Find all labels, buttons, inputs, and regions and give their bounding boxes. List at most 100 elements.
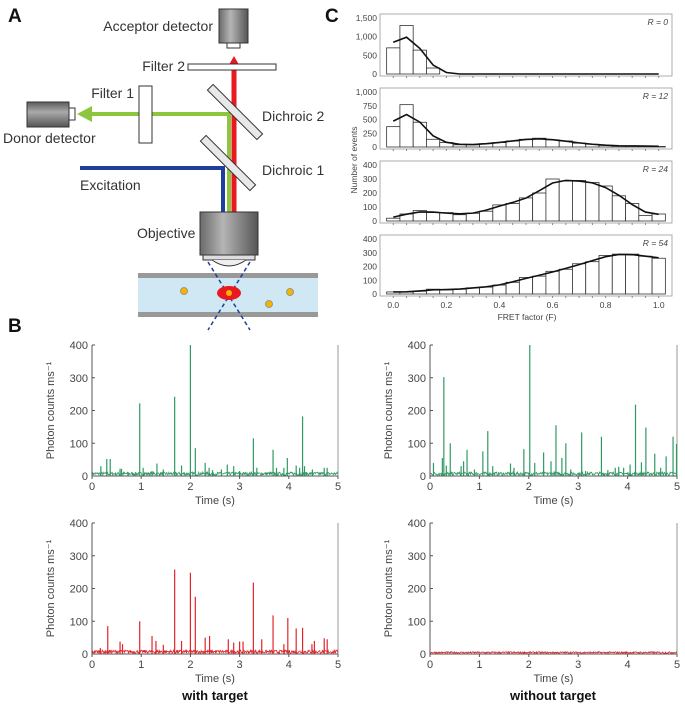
histogram-x-label: FRET factor (F)	[498, 312, 557, 322]
x-tick-label: 0.6	[547, 300, 559, 310]
x-tick-label: 1	[476, 481, 482, 493]
y-axis-label: Photon counts ms⁻¹	[45, 361, 57, 459]
histogram-bar	[611, 195, 626, 222]
x-tick-label: 3	[575, 481, 581, 493]
fret-histograms: Number of events FRET factor (F) 0 500 1,0…	[349, 13, 673, 322]
dichroic-2-label: Dichroic 2	[262, 108, 324, 124]
optical-setup-diagram: Acceptor detector Filter 2 Donor detecto…	[3, 8, 324, 331]
trace-acceptor-without-target: 0 100 200 300 400 0 1 2 3 4 5 Time (s) Photon counts…	[383, 518, 680, 685]
x-tick-label: 0.2	[440, 300, 452, 310]
caption-with-target: with target	[181, 688, 248, 703]
y-tick-label: 500	[363, 50, 377, 60]
histogram-bar	[439, 289, 454, 295]
filter-1-icon	[138, 85, 153, 144]
histogram-bar	[426, 67, 441, 75]
excitation-label: Excitation	[80, 177, 141, 193]
histogram-bar	[426, 138, 441, 148]
y-tick-label: 1,000	[356, 32, 378, 42]
baseline-noise	[91, 470, 339, 477]
x-axis-label: Time (s)	[195, 495, 235, 507]
histogram-bar	[479, 210, 494, 222]
y-axis-label: Photon counts ms⁻¹	[383, 539, 395, 637]
trace-donor-without-target: 0 100 200 300 400 0 1 2 3 4 5 Time (s) Photon counts…	[383, 340, 680, 507]
histogram-bar	[399, 104, 414, 148]
panel-label-c: C	[325, 6, 339, 27]
acceptor-detector-icon	[218, 8, 249, 44]
y-tick-label: 100	[408, 438, 426, 450]
x-tick-label: 2	[526, 481, 532, 493]
histogram-bar	[625, 253, 640, 295]
histogram-bar	[532, 192, 547, 222]
filter-2-label: Filter 2	[142, 58, 185, 74]
panel-label-a: A	[8, 6, 22, 27]
histogram-bar	[651, 257, 666, 295]
axes	[91, 523, 338, 655]
y-tick-label: 300	[408, 551, 426, 563]
histogram-bar	[572, 179, 587, 222]
histogram-r-label: R = 0	[647, 17, 668, 27]
histogram-bar	[399, 25, 414, 75]
y-tick-label: 200	[363, 188, 377, 198]
histogram-bar	[465, 212, 480, 222]
x-tick-label: 1	[476, 659, 482, 671]
histogram-bar	[558, 180, 573, 222]
x-tick-label: 0	[427, 481, 433, 493]
y-tick-label: 200	[408, 584, 426, 596]
y-tick-label: 300	[363, 174, 377, 184]
y-axis-label: Photon counts ms⁻¹	[45, 539, 57, 637]
histogram-1: 0 250 500 750 1,000 R = 12	[356, 87, 673, 152]
y-tick-label: 200	[70, 406, 88, 418]
y-tick-label: 300	[363, 248, 377, 258]
y-tick-label: 1,500	[356, 13, 378, 23]
y-tick-label: 0	[420, 471, 426, 483]
y-tick-label: 400	[363, 160, 377, 170]
trace-donor-with-target: 0 100 200 300 400 0 1 2 3 4 5 Time (s) Photon counts…	[45, 340, 341, 507]
histogram-bar	[585, 261, 600, 295]
histogram-bar	[479, 286, 494, 295]
x-tick-label: 4	[625, 659, 631, 671]
x-tick-label: 0	[89, 659, 95, 671]
x-tick-label: 2	[526, 659, 532, 671]
donor-beam	[88, 112, 231, 212]
fit-curve	[392, 36, 659, 75]
histogram-bar	[386, 126, 401, 148]
y-tick-label: 0	[82, 471, 88, 483]
histogram-bar	[452, 214, 467, 222]
histogram-r-label: R = 54	[643, 238, 669, 248]
donor-detector-icon	[26, 101, 70, 128]
y-tick-label: 400	[408, 340, 426, 352]
donor-detector-label: Donor detector	[3, 130, 96, 146]
histogram-bar	[638, 255, 653, 295]
baseline-noise	[91, 648, 339, 655]
y-tick-label: 100	[70, 438, 88, 450]
x-tick-label: 1.0	[653, 300, 665, 310]
y-tick-label: 200	[70, 584, 88, 596]
x-axis-label: Time (s)	[195, 673, 235, 685]
histogram-bar	[585, 182, 600, 222]
y-tick-label: 0	[82, 649, 88, 661]
axes	[429, 523, 677, 655]
x-tick-label: 0.8	[600, 300, 612, 310]
x-tick-label: 5	[674, 659, 680, 671]
histogram-bar	[625, 203, 640, 222]
histogram-bar	[492, 284, 507, 295]
baseline-noise	[429, 650, 678, 655]
x-tick-label: 4	[286, 481, 292, 493]
excitation-beam	[80, 166, 225, 212]
x-tick-label: 3	[237, 481, 243, 493]
y-tick-label: 100	[363, 275, 377, 285]
y-tick-label: 1,000	[356, 87, 378, 97]
fit-curve	[393, 253, 659, 293]
x-tick-label: 4	[286, 659, 292, 671]
x-tick-label: 0.4	[494, 300, 506, 310]
y-tick-label: 300	[70, 551, 88, 563]
histogram-bar	[505, 281, 520, 295]
y-axis-label: Photon counts ms⁻¹	[383, 361, 395, 459]
donor-arrow-icon	[77, 106, 92, 122]
y-tick-label: 0	[372, 142, 377, 152]
x-tick-label: 2	[187, 659, 193, 671]
fit-curve	[392, 113, 659, 148]
histogram-bar	[505, 203, 520, 222]
y-tick-label: 750	[363, 101, 377, 111]
histogram-2: 0 100 200 300 400 R = 24	[363, 160, 673, 226]
